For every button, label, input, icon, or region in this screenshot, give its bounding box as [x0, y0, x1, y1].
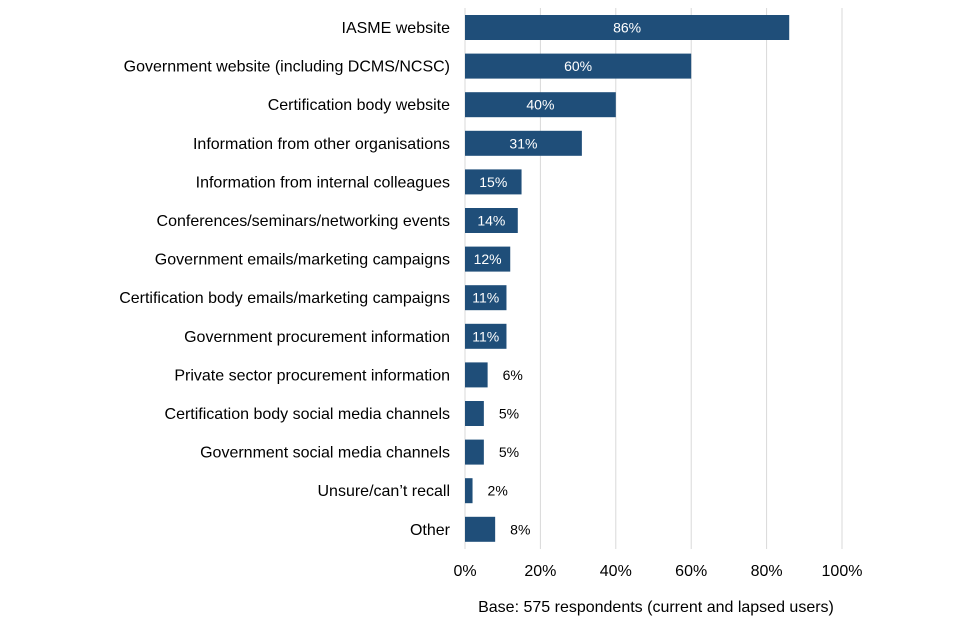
category-label: Certification body social media channels — [165, 406, 450, 423]
bar — [465, 516, 496, 542]
bar — [465, 15, 790, 40]
bar — [465, 169, 522, 195]
data-label: 2% — [488, 483, 508, 499]
bar — [465, 323, 507, 349]
category-label: Government procurement information — [184, 329, 450, 346]
x-tick-label: 20% — [524, 563, 556, 580]
data-label: 40% — [526, 97, 554, 113]
category-label: Conferences/seminars/networking events — [157, 213, 450, 230]
data-label: 5% — [499, 444, 519, 460]
x-tick-label: 60% — [675, 563, 707, 580]
category-label: Unsure/can’t recall — [318, 483, 451, 500]
data-label: 60% — [564, 58, 592, 74]
data-label: 6% — [503, 367, 523, 383]
category-labels: IASME website Government website (includi… — [119, 20, 450, 539]
category-label: Government emails/marketing campaigns — [155, 252, 450, 269]
category-label: Information from other organisations — [193, 136, 450, 153]
category-label: Other — [410, 522, 451, 539]
x-tick-label: 100% — [822, 563, 863, 580]
data-labels: 86% 60% 40% 31% 15% 14% 12% 11% 11% 6% 5% 5% 2% 8% — [472, 20, 641, 538]
gridlines — [464, 8, 843, 549]
category-label: Government social media channels — [200, 445, 450, 462]
bar — [465, 208, 518, 233]
bar — [465, 130, 582, 156]
bar — [465, 92, 616, 118]
category-label: Information from internal colleagues — [196, 174, 450, 191]
x-tick-label: 0% — [453, 563, 476, 580]
bar — [465, 53, 692, 79]
bar — [465, 362, 488, 388]
category-label: Certification body website — [268, 97, 450, 114]
x-tick-label: 80% — [751, 563, 783, 580]
category-label: Government website (including DCMS/NCSC) — [124, 59, 450, 76]
data-label: 11% — [472, 290, 499, 306]
base-note: Base: 575 respondents (current and lapse… — [478, 599, 834, 616]
category-label: IASME website — [342, 20, 451, 37]
data-label: 11% — [472, 328, 499, 344]
bar — [465, 246, 511, 272]
data-label: 5% — [499, 406, 519, 422]
bars — [465, 15, 790, 542]
category-label: Private sector procurement information — [174, 367, 450, 384]
x-tick-label: 40% — [600, 563, 632, 580]
bar — [465, 401, 484, 426]
data-label: 15% — [479, 174, 507, 190]
x-axis-tick-labels: 0% 20% 40% 60% 80% 100% — [453, 563, 862, 580]
category-label: Certification body emails/marketing camp… — [119, 290, 450, 307]
data-label: 14% — [477, 213, 505, 229]
data-label: 12% — [474, 251, 502, 267]
data-label: 31% — [509, 135, 537, 151]
bar — [465, 285, 507, 311]
data-label: 86% — [613, 20, 641, 36]
bar — [465, 478, 473, 504]
data-label: 8% — [510, 521, 530, 537]
bar — [465, 439, 484, 465]
